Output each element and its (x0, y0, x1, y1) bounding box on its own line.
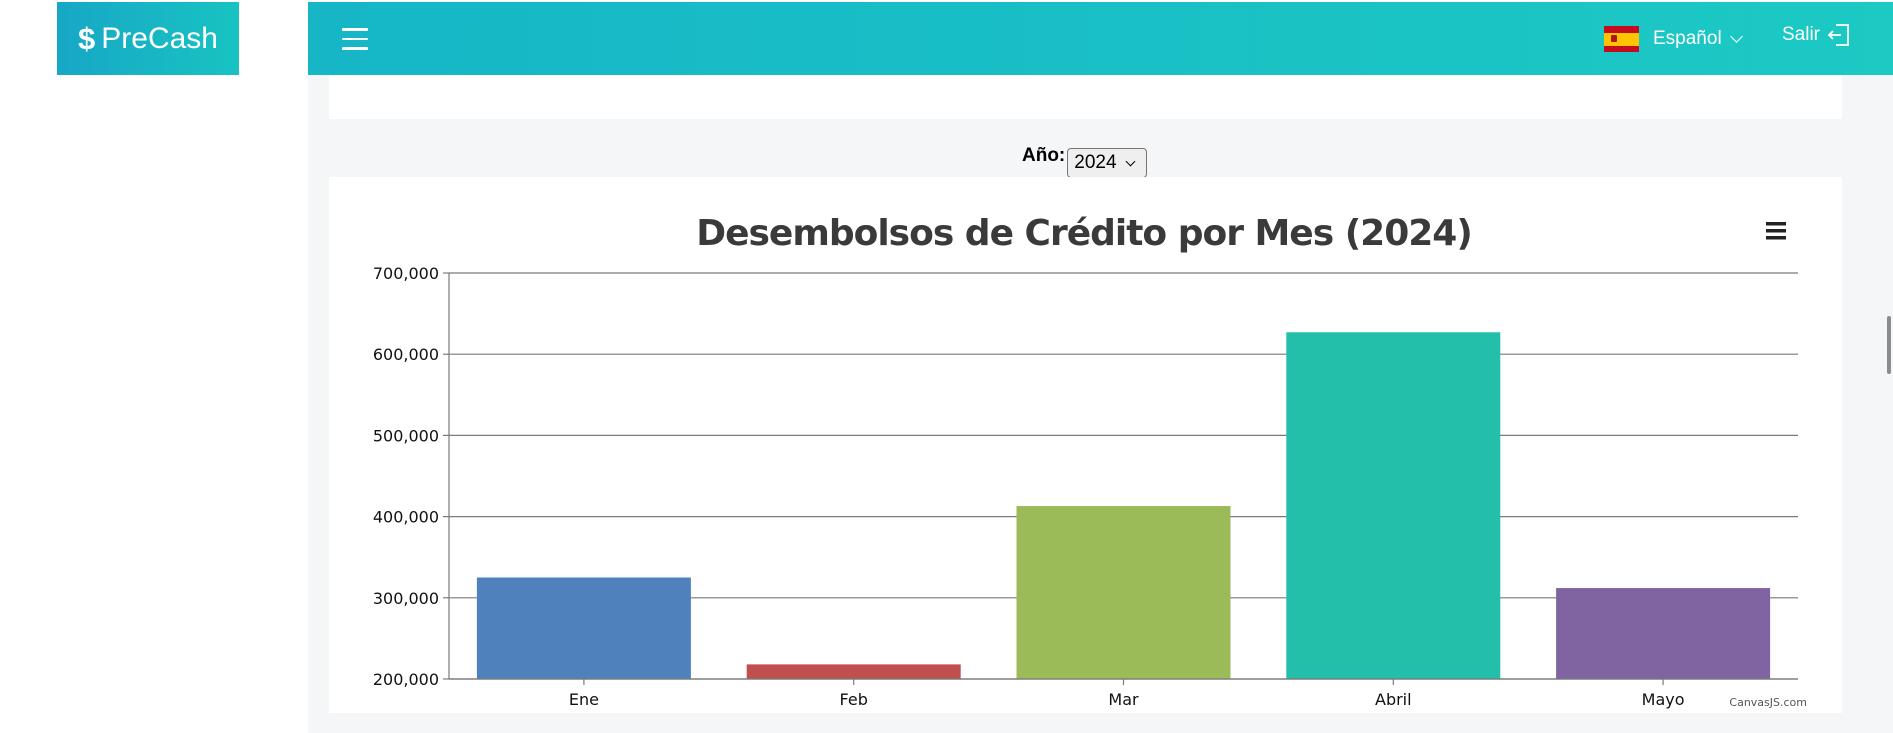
x-tick-label: Mar (1108, 690, 1139, 709)
year-filter: Año: 2024 (1022, 143, 1148, 178)
chart-title: Desembolsos de Crédito por Mes (2024) (696, 213, 1472, 254)
bar (1286, 332, 1501, 679)
y-tick-label: 600,000 (373, 345, 439, 364)
bar-chart: Desembolsos de Crédito por Mes (2024) 200… (373, 213, 1807, 709)
year-select[interactable]: 2024 (1067, 148, 1148, 178)
x-tick-label: Ene (569, 690, 599, 709)
dollar-icon: $ (78, 20, 96, 56)
y-tick-label: 500,000 (373, 426, 439, 445)
bar (1016, 506, 1231, 679)
chart-menu-icon[interactable] (1766, 222, 1786, 240)
x-tick-label: Abril (1375, 690, 1412, 709)
x-tick-label: Mayo (1642, 690, 1685, 709)
chart-credit: CanvasJS.com (1729, 696, 1807, 709)
bar (746, 664, 961, 679)
brand-name: PreCash (101, 21, 218, 55)
y-tick-label: 200,000 (373, 670, 439, 689)
top-navbar: Español Salir (308, 2, 1893, 75)
brand-logo[interactable]: $ PreCash (57, 2, 239, 75)
spain-flag-icon (1604, 26, 1639, 52)
y-tick-label: 700,000 (373, 264, 439, 283)
chart-card: Desembolsos de Crédito por Mes (2024) 200… (329, 177, 1842, 713)
bar (1556, 588, 1771, 679)
chevron-down-icon (1125, 156, 1135, 166)
language-selector[interactable]: Español (1604, 24, 1743, 54)
top-card (329, 75, 1842, 119)
chevron-down-icon (1729, 30, 1743, 43)
scrollbar-thumb[interactable] (1887, 316, 1891, 374)
bar (476, 577, 691, 679)
language-label: Español (1653, 28, 1722, 49)
logout-button[interactable]: Salir (1782, 22, 1852, 48)
logout-label: Salir (1782, 24, 1821, 45)
logout-icon (1827, 24, 1849, 46)
y-tick-label: 300,000 (373, 589, 439, 608)
y-tick-label: 400,000 (373, 508, 439, 527)
main-content: Año: 2024 Desembolsos de Crédito por Mes… (308, 75, 1893, 733)
year-select-value: 2024 (1074, 152, 1117, 173)
year-label: Año: (1022, 145, 1066, 166)
menu-toggle-icon[interactable] (342, 28, 368, 50)
x-tick-label: Feb (840, 690, 868, 709)
